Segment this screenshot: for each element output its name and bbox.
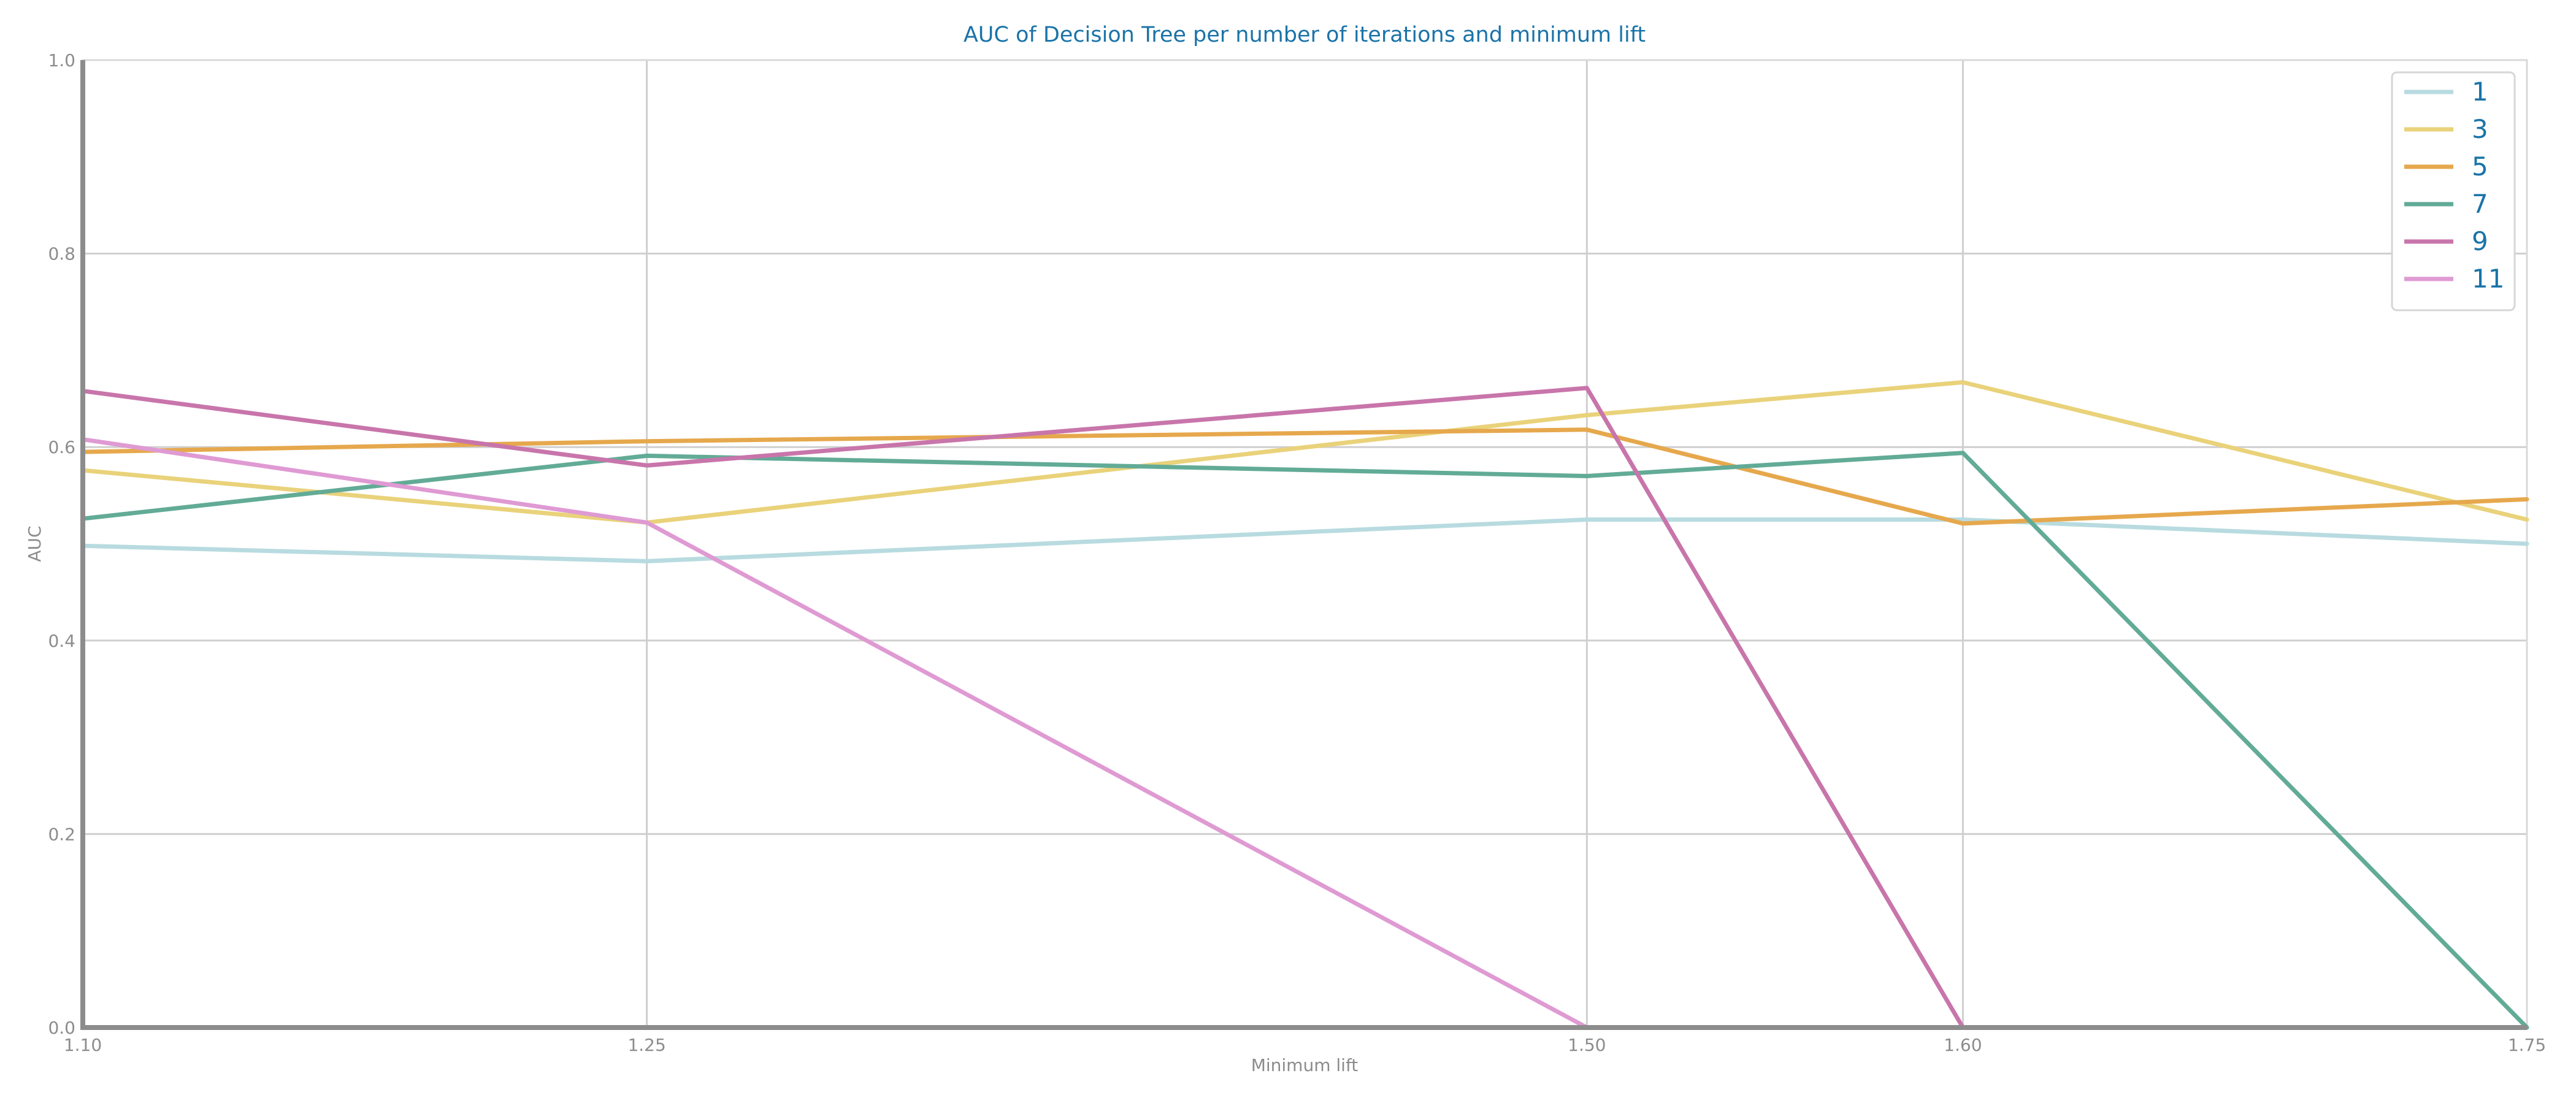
legend-label: 9 [2472, 226, 2488, 256]
legend-label: 1 [2472, 77, 2488, 107]
axes [80, 60, 2527, 1030]
y-tick-label: 0.2 [48, 824, 75, 844]
tick-labels: 0.0 0.2 0.4 0.6 0.8 1.0 1.10 1.25 1.50 1.60 1.75 [48, 50, 2546, 1055]
x-tick-label: 1.10 [64, 1035, 102, 1055]
series-line-5 [80, 427, 2529, 526]
series-line-11 [80, 437, 1589, 1030]
legend-label: 3 [2472, 114, 2488, 144]
y-tick-label: 0.0 [48, 1018, 75, 1038]
y-axis-label: AUC [25, 525, 45, 562]
legend-label: 11 [2472, 264, 2504, 294]
series-line-1 [80, 517, 2529, 563]
legend-box [2391, 71, 2516, 311]
series-line-7 [80, 451, 2529, 1030]
plot-frame [82, 59, 2528, 1029]
legend: 1 3 5 7 9 11 [2391, 71, 2516, 311]
legend-label: 7 [2472, 189, 2488, 219]
grid [82, 59, 2528, 1029]
y-tick-label: 1.0 [48, 50, 75, 71]
y-tick-label: 0.8 [48, 244, 75, 264]
series-line-9 [80, 386, 1965, 1030]
series-line-3 [80, 380, 2529, 525]
chart-title: AUC of Decision Tree per number of itera… [964, 23, 1646, 47]
x-axis-label: Minimum lift [1251, 1055, 1359, 1075]
series-lines [80, 380, 2529, 1030]
y-tick-label: 0.4 [48, 631, 75, 651]
x-tick-label: 1.50 [1568, 1035, 1606, 1055]
x-tick-label: 1.60 [1944, 1035, 1982, 1055]
x-tick-label: 1.25 [627, 1035, 665, 1055]
x-tick-label: 1.75 [2508, 1035, 2546, 1055]
y-tick-label: 0.6 [48, 437, 75, 457]
legend-label: 5 [2472, 151, 2488, 181]
